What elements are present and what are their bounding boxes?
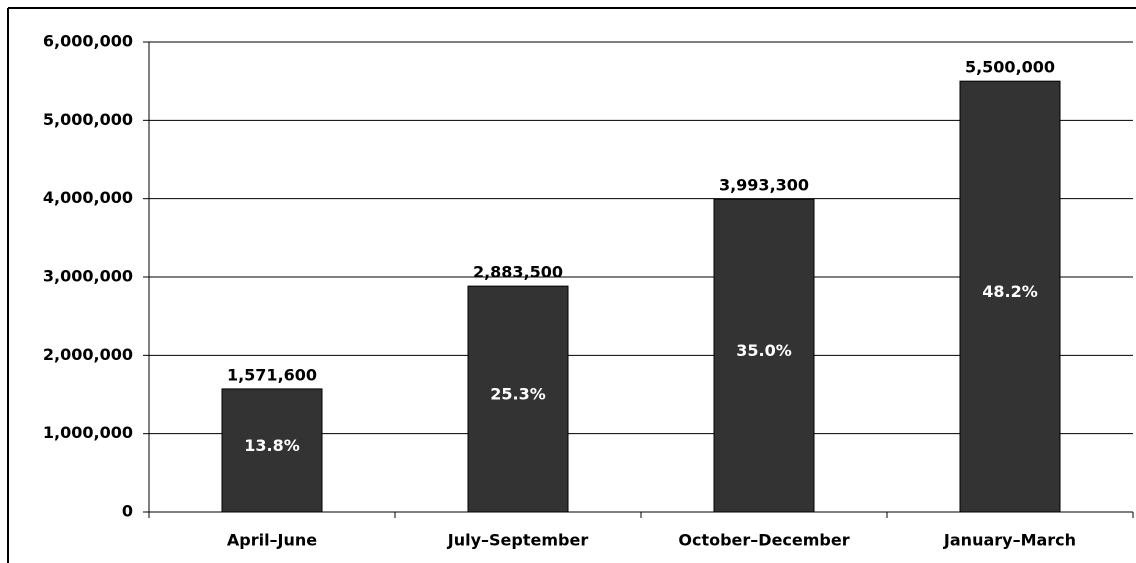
value-label: 1,571,600 xyxy=(227,365,317,384)
y-tick-label: 0 xyxy=(122,502,133,521)
y-tick-label: 4,000,000 xyxy=(43,188,133,207)
value-label: 2,883,500 xyxy=(473,263,563,282)
value-label: 3,993,300 xyxy=(719,176,809,195)
bar xyxy=(467,285,569,513)
share-label: 35.0% xyxy=(736,341,792,360)
x-tick-label: July–September xyxy=(447,531,589,550)
y-tick-label: 3,000,000 xyxy=(43,267,133,286)
x-tick-label: October–December xyxy=(678,531,849,550)
share-label: 48.2% xyxy=(982,282,1038,301)
share-label: 13.8% xyxy=(244,436,300,455)
share-label: 25.3% xyxy=(490,385,546,404)
y-tick-label: 1,000,000 xyxy=(43,423,133,442)
y-tick-label: 2,000,000 xyxy=(43,345,133,364)
y-tick-label: 5,000,000 xyxy=(43,110,133,129)
y-tick-label: 6,000,000 xyxy=(43,32,133,51)
x-tick-label: January–March xyxy=(943,531,1076,550)
value-label: 5,500,000 xyxy=(965,58,1055,77)
x-tick-label: April–June xyxy=(227,531,317,550)
bar xyxy=(221,388,323,513)
bar xyxy=(713,198,815,513)
bar xyxy=(959,80,1061,513)
